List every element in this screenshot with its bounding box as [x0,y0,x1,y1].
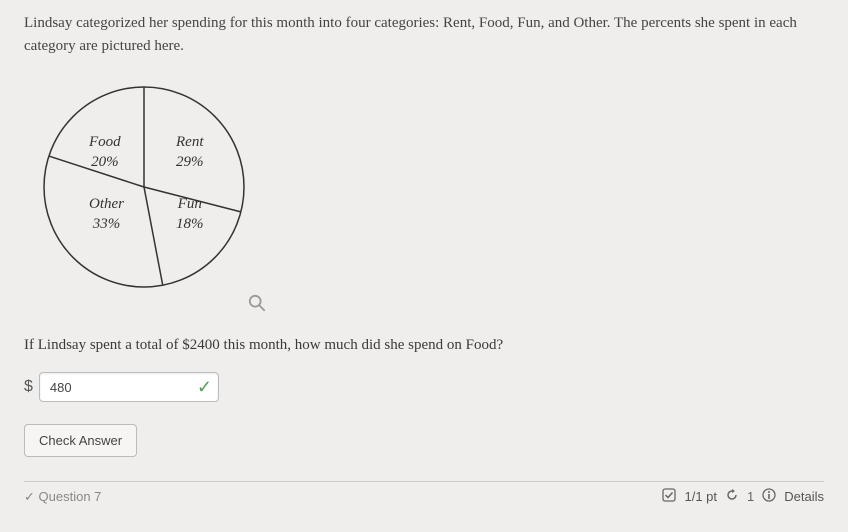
details-link[interactable]: Details [784,489,824,504]
slice-label-other: Other33% [89,195,124,234]
checkbox-icon [662,488,676,505]
pie-chart: Rent29% Fun18% Other33% Food20% [24,77,284,317]
slice-label-rent: Rent29% [176,133,204,172]
chevron-icon: ✓ [24,489,39,504]
magnify-icon[interactable] [248,294,266,317]
answer-row: $ ✓ [24,372,824,402]
score-text: 1/1 pt [684,489,717,504]
answer-input[interactable] [39,372,219,402]
divider [24,481,824,482]
slice-label-food: Food20% [89,133,121,172]
footer-bar: ✓ Question 7 1/1 pt 1 Details [24,488,824,505]
retries-text: 1 [747,489,754,504]
slice-label-fun: Fun18% [176,195,204,234]
next-question-link[interactable]: ✓ Question 7 [24,489,101,505]
pie-svg [34,77,254,297]
currency-symbol: $ [24,378,33,396]
question-followup: If Lindsay spent a total of $2400 this m… [24,337,824,354]
question-intro: Lindsay categorized her spending for thi… [24,12,824,57]
retry-icon [725,488,739,505]
check-answer-button[interactable]: Check Answer [24,424,137,457]
info-icon [762,488,776,505]
